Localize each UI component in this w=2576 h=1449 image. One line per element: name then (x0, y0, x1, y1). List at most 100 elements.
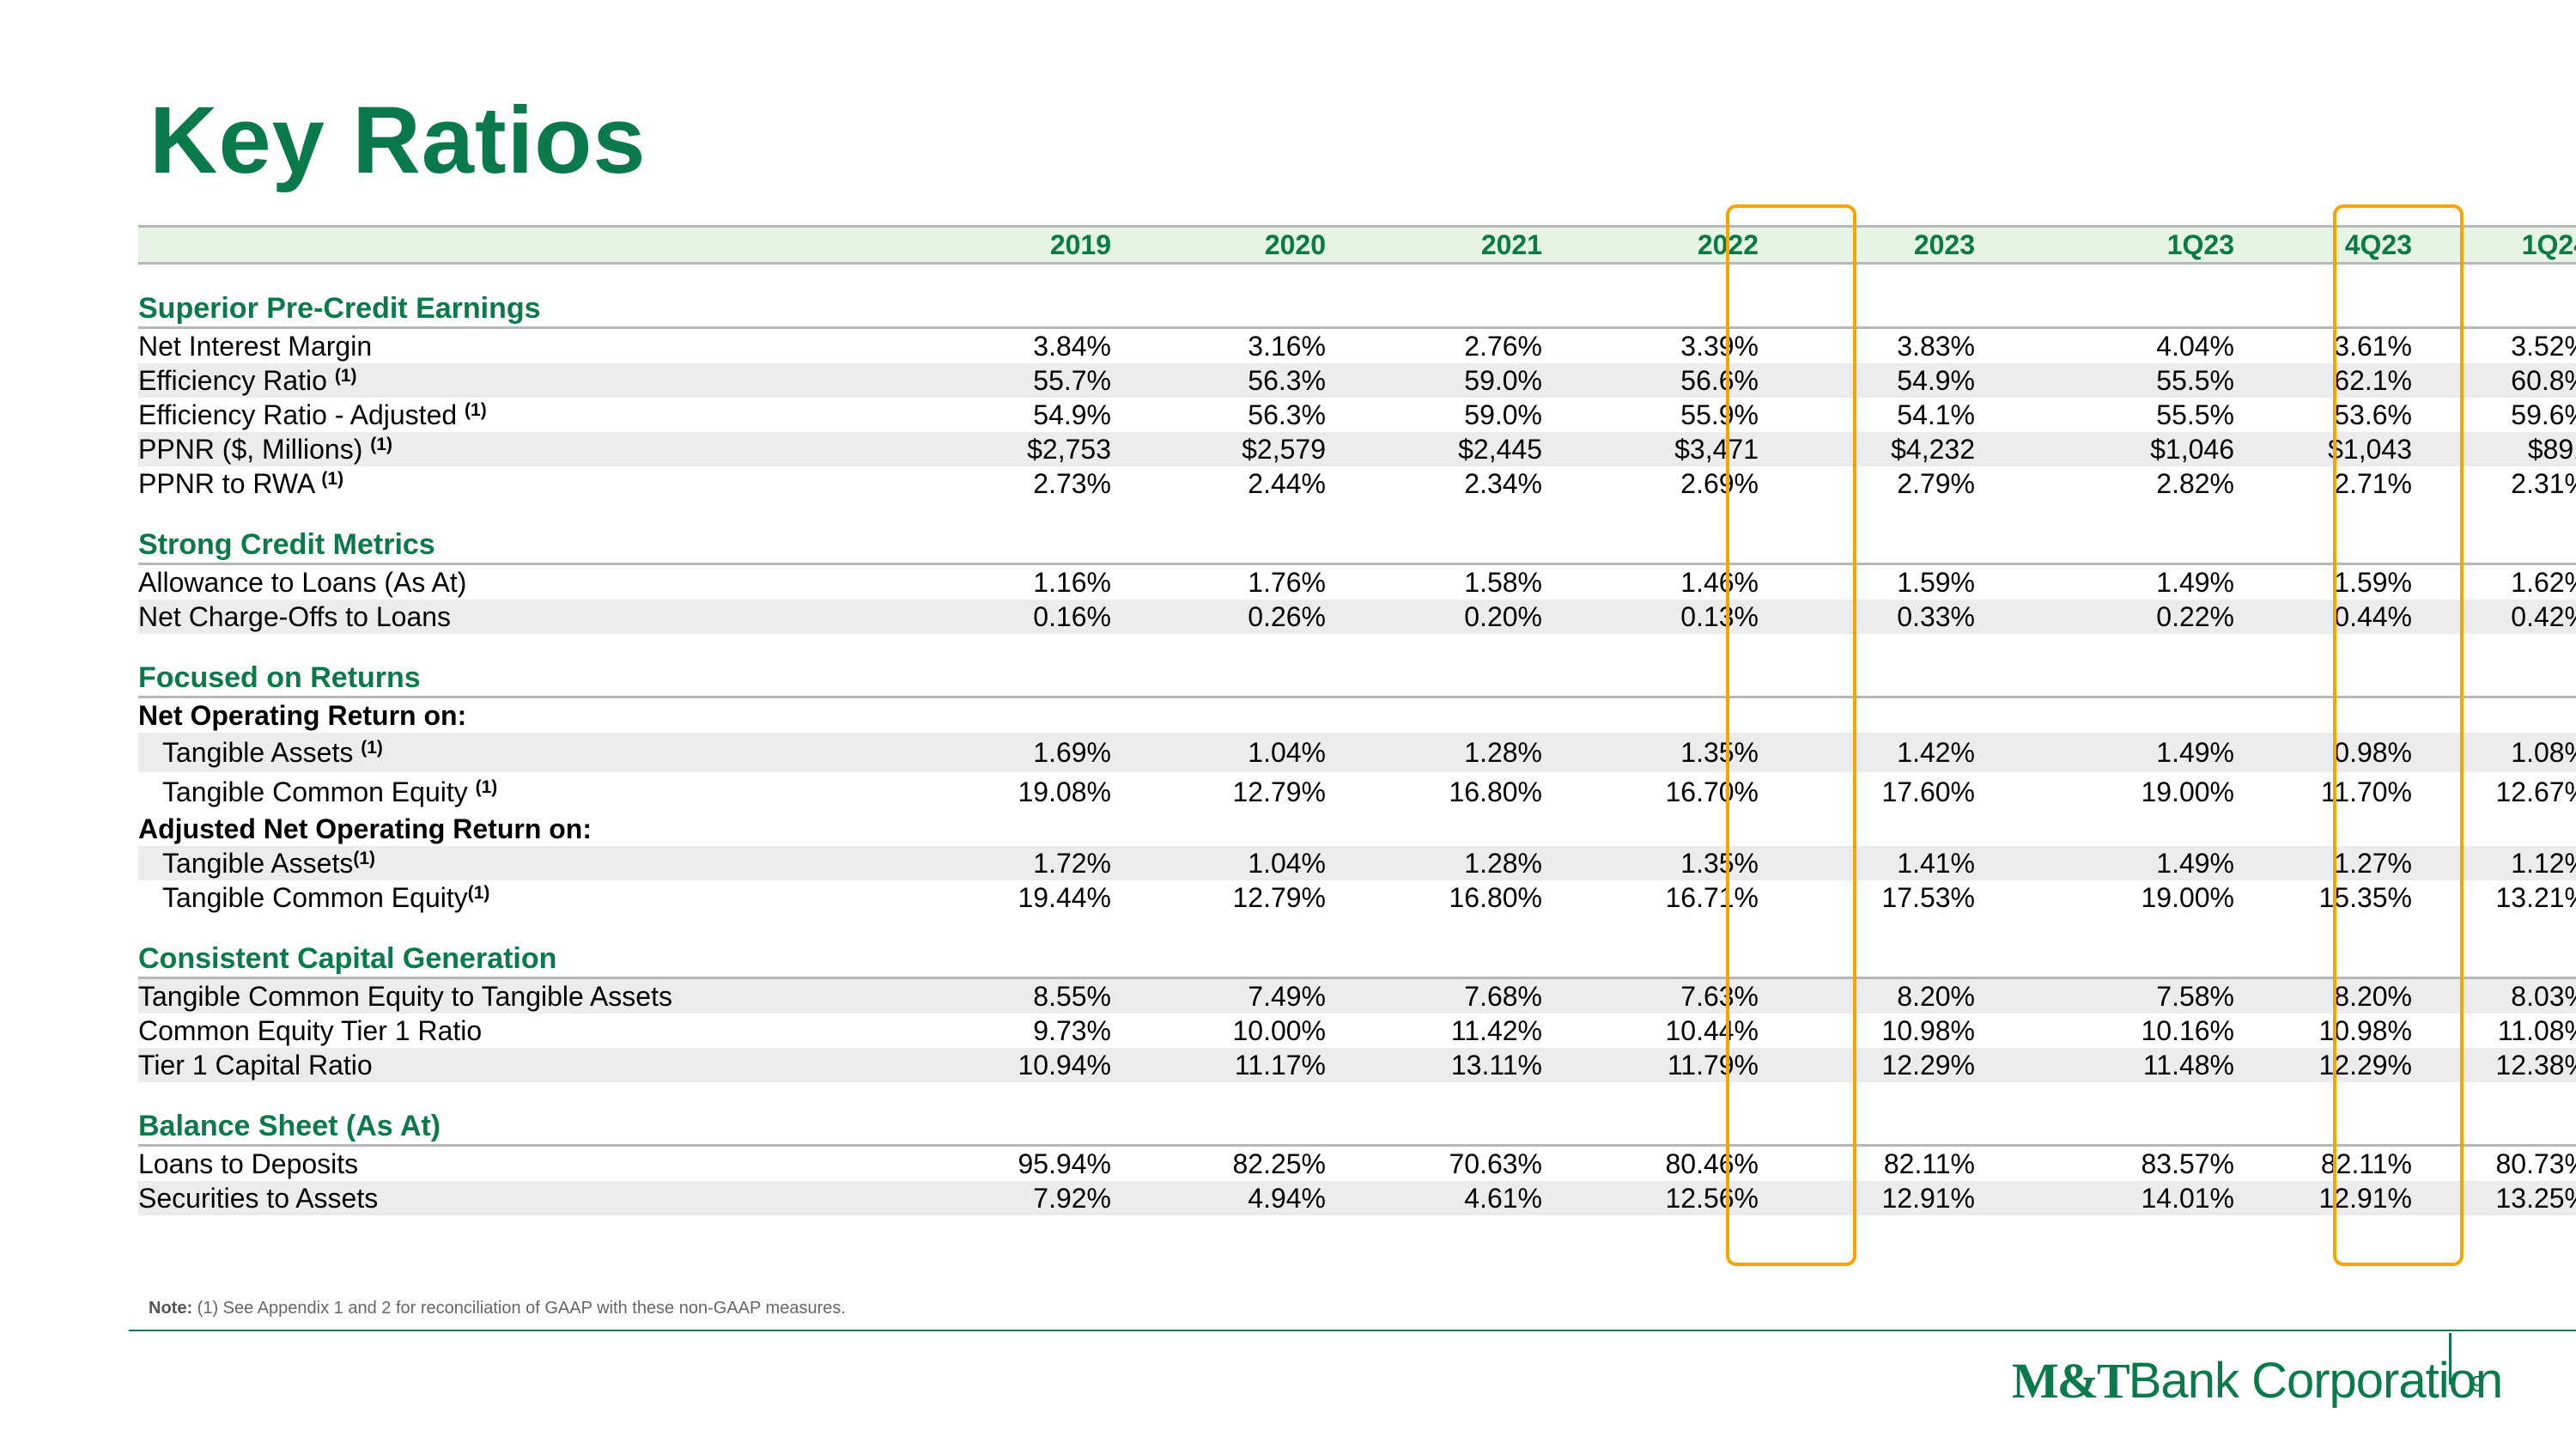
cell-value: 2.73% (1033, 468, 1111, 499)
section-heading-row: Balance Sheet (As At) (138, 1108, 2576, 1147)
row-label: Tangible Assets(1) (138, 846, 877, 880)
cell-value: 7.68% (1326, 977, 1542, 1014)
column-header: 2021 (1326, 225, 1542, 265)
table-row: Tangible Common Equity(1) 19.44% 12.79% … (138, 880, 2576, 915)
cell-value: 54.9% (1033, 399, 1111, 430)
section-heading: Strong Credit Metrics (138, 527, 2576, 565)
row-label: Loans to Deposits (138, 1148, 359, 1179)
section-heading: Focused on Returns (138, 660, 2576, 698)
cell-value: 10.94% (877, 1048, 1111, 1082)
section-heading-row: Focused on Returns (138, 660, 2576, 698)
cell-value: 12.56% (1542, 1181, 1759, 1215)
cell-value: 1.27% (2234, 846, 2412, 880)
row-label: Tangible Common Equity(1) (162, 882, 490, 913)
cell-value: 59.6% (2511, 399, 2576, 430)
cell-value: 2.34% (1464, 468, 1542, 499)
section-heading-row: Strong Credit Metrics (138, 527, 2576, 565)
cell-value: $4,232 (1759, 432, 1975, 466)
cell-value: $2,753 (877, 432, 1111, 466)
footnote: Note: (1) See Appendix 1 and 2 for recon… (149, 1299, 846, 1318)
cell-value: 55.9% (1680, 399, 1759, 430)
column-header: 1Q24 (2412, 225, 2576, 265)
column-header: 4Q23 (2234, 225, 2412, 265)
row-label: Common Equity Tier 1 Ratio (138, 1015, 483, 1046)
cell-value: 19.00% (2141, 882, 2234, 913)
cell-value: $1,043 (2234, 432, 2412, 466)
cell-value: $891 (2412, 432, 2576, 466)
company-logo: M&TBank Corporation (2012, 1353, 2503, 1409)
row-label: Allowance to Loans (As At) (138, 567, 467, 598)
cell-value: 1.28% (1326, 846, 1542, 880)
page-number: 9 (2471, 1371, 2484, 1397)
cell-value: 1.42% (1759, 733, 1975, 772)
cell-value: 1.28% (1326, 733, 1542, 772)
cell-value: 10.44% (1665, 1015, 1759, 1046)
cell-value: 1.49% (1975, 733, 2234, 772)
row-label: Tier 1 Capital Ratio (138, 1048, 877, 1082)
cell-value: 12.38% (2412, 1048, 2576, 1082)
cell-value: 70.63% (1449, 1148, 1542, 1179)
cell-value: 16.80% (1449, 882, 1542, 913)
row-label: Tangible Assets (1) (138, 733, 877, 772)
highlight-box-2023 (1726, 204, 1856, 1266)
table-row: Tier 1 Capital Ratio 10.94% 11.17% 13.11… (138, 1048, 2576, 1082)
cell-value: 1.59% (2334, 567, 2412, 598)
footer-divider (129, 1330, 2576, 1331)
cell-value: 9.73% (1033, 1015, 1111, 1046)
section-heading: Consistent Capital Generation (138, 941, 2576, 979)
cell-value: 1.69% (877, 733, 1111, 772)
column-header: 2020 (1111, 225, 1326, 265)
table-row: Efficiency Ratio (1) 55.7% 56.3% 59.0% 5… (138, 363, 2576, 398)
subheading: Adjusted Net Operating Return on: (138, 813, 592, 844)
cell-value: 13.25% (2412, 1181, 2576, 1215)
subheading: Net Operating Return on: (138, 700, 467, 731)
section-heading: Balance Sheet (As At) (138, 1108, 2576, 1147)
cell-value: 8.55% (877, 977, 1111, 1014)
table-row: Loans to Deposits 95.94% 82.25% 70.63% 8… (138, 1146, 2576, 1182)
cell-value: 55.5% (1975, 363, 2234, 398)
row-label: PPNR ($, Millions) (1) (138, 432, 877, 466)
cell-value: 83.57% (2141, 1148, 2234, 1179)
cell-value: 62.1% (2234, 363, 2412, 398)
cell-value: 2.31% (2511, 468, 2576, 499)
cell-value: 2.71% (2334, 468, 2412, 499)
footer-separator (2449, 1333, 2451, 1385)
cell-value: 54.9% (1759, 363, 1975, 398)
cell-value: 2.69% (1680, 468, 1759, 499)
cell-value: 19.44% (1018, 882, 1111, 913)
column-header: 1Q23 (1975, 225, 2234, 265)
cell-value: 1.72% (877, 846, 1111, 880)
cell-value: 0.22% (1975, 600, 2234, 634)
row-label: Tangible Common Equity (1) (162, 776, 498, 807)
cell-value: 17.60% (1881, 776, 1975, 807)
cell-value: 2.79% (1897, 468, 1975, 499)
row-label: PPNR to RWA (1) (138, 468, 344, 499)
cell-value: 14.01% (1975, 1181, 2234, 1215)
cell-value: 0.98% (2234, 733, 2412, 772)
highlight-box-1q24 (2333, 204, 2464, 1266)
cell-value: 2.44% (1248, 468, 1326, 499)
key-ratios-table: 2019 2020 2021 2022 2023 1Q23 4Q23 1Q24 … (138, 225, 2576, 1215)
cell-value: 1.46% (1680, 567, 1759, 598)
cell-value: 7.49% (1111, 977, 1326, 1014)
cell-value: 12.91% (2234, 1181, 2412, 1215)
column-header: 2019 (877, 225, 1111, 265)
cell-value: 1.62% (2511, 567, 2576, 598)
cell-value: 7.92% (877, 1181, 1111, 1215)
cell-value: 82.11% (1883, 1148, 1975, 1179)
cell-value: 55.7% (877, 363, 1111, 398)
cell-value: $3,471 (1542, 432, 1759, 466)
cell-value: 10.98% (1881, 1015, 1975, 1046)
cell-value: 3.61% (2334, 331, 2412, 362)
row-label: Net Interest Margin (138, 331, 373, 362)
table-row: Net Charge-Offs to Loans 0.16% 0.26% 0.2… (138, 600, 2576, 634)
cell-value: 80.73% (2495, 1148, 2576, 1179)
cell-value: $1,046 (1975, 432, 2234, 466)
cell-value: 1.04% (1111, 846, 1326, 880)
cell-value: 56.6% (1542, 363, 1759, 398)
cell-value: 12.91% (1759, 1181, 1975, 1215)
header-label-cell (138, 225, 877, 265)
row-label: Net Charge-Offs to Loans (138, 600, 877, 634)
cell-value: 1.58% (1464, 567, 1542, 598)
cell-value: 17.53% (1881, 882, 1975, 913)
